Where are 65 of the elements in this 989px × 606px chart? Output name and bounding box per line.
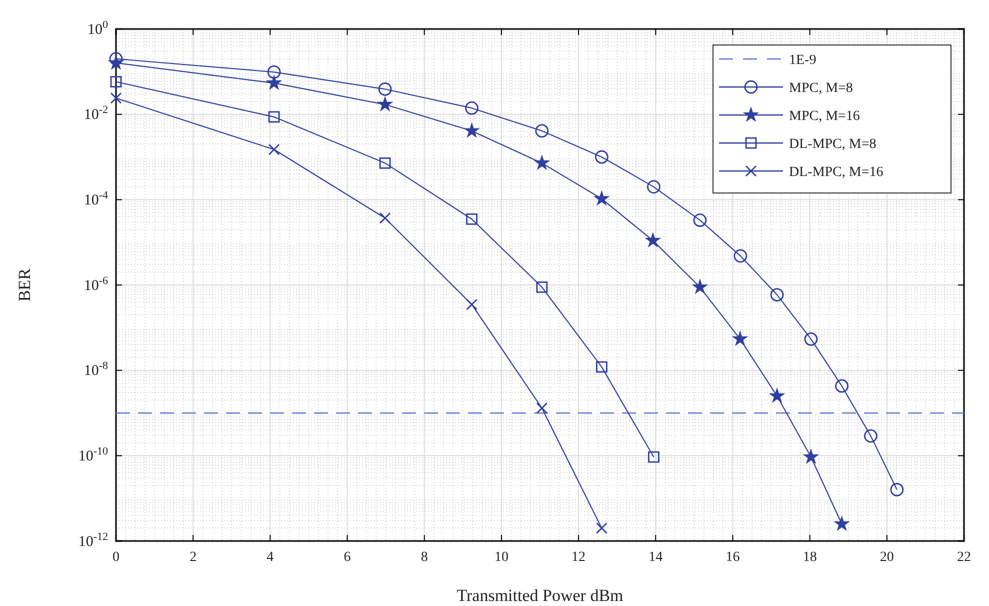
point	[804, 332, 818, 346]
legend-label: DL-MPC, M=16	[789, 165, 884, 180]
point	[835, 379, 849, 393]
point	[267, 65, 281, 79]
legend-label: MPC, M=16	[789, 109, 860, 124]
point	[108, 55, 124, 70]
x-tick-label: 8	[420, 550, 428, 565]
point	[804, 449, 818, 464]
point	[647, 180, 660, 194]
point	[646, 232, 660, 247]
point	[770, 388, 784, 402]
point	[268, 111, 280, 123]
x-tick-label: 2	[190, 550, 197, 565]
point	[596, 361, 608, 373]
y-tick-label: 10$^{-8}$	[84, 360, 108, 380]
y-tick-label: 10$^{-10}$	[78, 445, 108, 464]
x-tick-label: 10	[494, 550, 508, 565]
x-tick-label: 12	[572, 550, 586, 565]
point	[648, 451, 660, 463]
point	[536, 402, 548, 414]
x-axis-title: Transmitted Power dBm	[456, 586, 624, 605]
point	[109, 52, 123, 66]
legend-label: MPC, M=8	[789, 81, 853, 96]
point	[834, 516, 850, 530]
point	[466, 298, 478, 310]
x-tick-label: 6	[344, 550, 351, 565]
y-tick-label: 10$^{-4}$	[84, 189, 108, 208]
point	[536, 281, 548, 293]
point	[110, 92, 122, 104]
point	[465, 101, 478, 115]
point	[693, 214, 707, 227]
point	[594, 191, 610, 206]
point	[734, 249, 748, 263]
point	[732, 331, 748, 346]
point	[378, 82, 392, 96]
x-tick-label: 4	[266, 550, 274, 565]
point	[534, 155, 550, 170]
x-tick-label: 14	[648, 550, 663, 565]
point	[379, 157, 391, 169]
point	[770, 288, 784, 302]
legend-label: 1E-9	[789, 53, 816, 68]
point	[379, 212, 391, 224]
point	[266, 75, 282, 90]
legend-label: DL-MPC, M=8	[789, 137, 876, 152]
point	[378, 96, 392, 111]
point	[110, 76, 122, 88]
x-tick-label: 16	[726, 550, 740, 565]
point	[466, 213, 478, 225]
y-tick-label: 10$^{-6}$	[84, 274, 108, 294]
x-tick-label: 18	[802, 550, 817, 565]
x-tick-label: 0	[112, 550, 120, 565]
point	[890, 482, 904, 496]
x-tick-label: 20	[880, 550, 894, 565]
y-tick-label: 10$^{0}$	[88, 18, 108, 38]
y-axis-title: BER	[15, 268, 34, 302]
point	[464, 123, 480, 138]
point	[692, 279, 708, 294]
point	[535, 124, 549, 138]
point	[594, 150, 608, 164]
y-tick-label: 10$^{-12}$	[78, 530, 108, 550]
x-tick-label: 22	[957, 550, 971, 565]
y-tick-label: 10$^{-2}$	[84, 104, 108, 124]
point	[268, 144, 280, 156]
point	[596, 522, 608, 534]
point	[864, 429, 878, 443]
